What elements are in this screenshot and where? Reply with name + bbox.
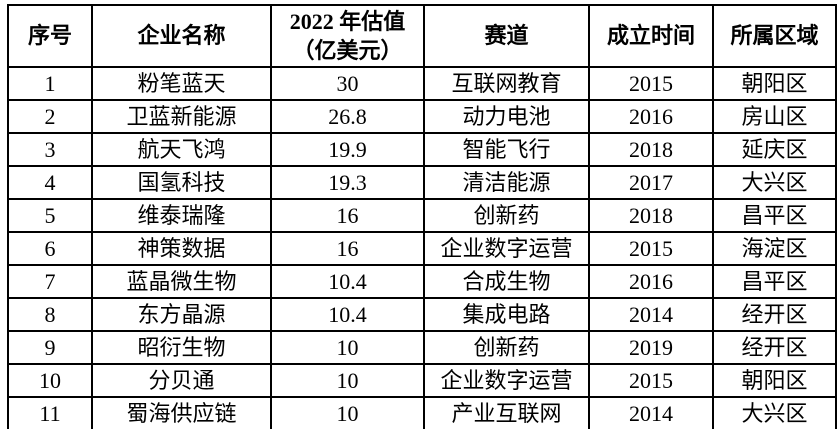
- table-row: 2 卫蓝新能源 26.8 动力电池 2016 房山区: [7, 99, 837, 134]
- cell-seq: 1: [7, 66, 93, 101]
- cell-district: 海淀区: [712, 231, 837, 266]
- cell-founded: 2015: [588, 231, 714, 266]
- cell-valuation: 10: [270, 330, 425, 365]
- cell-track: 智能飞行: [423, 132, 590, 167]
- cell-founded: 2014: [588, 396, 714, 429]
- cell-track: 合成生物: [423, 264, 590, 299]
- cell-name: 分贝通: [91, 363, 272, 398]
- cell-track: 创新药: [423, 330, 590, 365]
- cell-name: 维泰瑞隆: [91, 198, 272, 233]
- cell-valuation: 10.4: [270, 264, 425, 299]
- cell-valuation: 10.4: [270, 297, 425, 332]
- header-founded: 成立时间: [588, 4, 714, 68]
- cell-district: 昌平区: [712, 264, 837, 299]
- cell-track: 集成电路: [423, 297, 590, 332]
- cell-valuation: 10: [270, 396, 425, 429]
- table-row: 9 昭衍生物 10 创新药 2019 经开区: [7, 330, 837, 365]
- cell-founded: 2018: [588, 198, 714, 233]
- cell-valuation: 19.9: [270, 132, 425, 167]
- cell-seq: 5: [7, 198, 93, 233]
- table-row: 1 粉笔蓝天 30 互联网教育 2015 朝阳区: [7, 66, 837, 101]
- cell-seq: 8: [7, 297, 93, 332]
- cell-track: 产业互联网: [423, 396, 590, 429]
- cell-valuation: 10: [270, 363, 425, 398]
- header-track: 赛道: [423, 4, 590, 68]
- cell-district: 朝阳区: [712, 66, 837, 101]
- cell-founded: 2018: [588, 132, 714, 167]
- cell-district: 大兴区: [712, 396, 837, 429]
- cell-seq: 10: [7, 363, 93, 398]
- cell-seq: 9: [7, 330, 93, 365]
- cell-district: 经开区: [712, 330, 837, 365]
- cell-name: 卫蓝新能源: [91, 99, 272, 134]
- cell-name: 神策数据: [91, 231, 272, 266]
- cell-seq: 6: [7, 231, 93, 266]
- cell-district: 朝阳区: [712, 363, 837, 398]
- cell-track: 创新药: [423, 198, 590, 233]
- cell-founded: 2014: [588, 297, 714, 332]
- table-row: 8 东方晶源 10.4 集成电路 2014 经开区: [7, 297, 837, 332]
- table-row: 7 蓝晶微生物 10.4 合成生物 2016 昌平区: [7, 264, 837, 299]
- table-row: 10 分贝通 10 企业数字运营 2015 朝阳区: [7, 363, 837, 398]
- cell-district: 昌平区: [712, 198, 837, 233]
- cell-founded: 2015: [588, 66, 714, 101]
- cell-founded: 2019: [588, 330, 714, 365]
- cell-valuation: 19.3: [270, 165, 425, 200]
- cell-name: 昭衍生物: [91, 330, 272, 365]
- cell-track: 企业数字运营: [423, 363, 590, 398]
- header-seq: 序号: [7, 4, 93, 68]
- cell-name: 国氢科技: [91, 165, 272, 200]
- cell-valuation: 16: [270, 231, 425, 266]
- cell-name: 蜀海供应链: [91, 396, 272, 429]
- cell-seq: 11: [7, 396, 93, 429]
- cell-name: 蓝晶微生物: [91, 264, 272, 299]
- cell-track: 互联网教育: [423, 66, 590, 101]
- header-valuation: 2022 年估值 （亿美元）: [270, 4, 425, 68]
- cell-district: 延庆区: [712, 132, 837, 167]
- table-row: 6 神策数据 16 企业数字运营 2015 海淀区: [7, 231, 837, 266]
- cell-seq: 2: [7, 99, 93, 134]
- table-row: 3 航天飞鸿 19.9 智能飞行 2018 延庆区: [7, 132, 837, 167]
- cell-district: 大兴区: [712, 165, 837, 200]
- cell-district: 经开区: [712, 297, 837, 332]
- cell-seq: 3: [7, 132, 93, 167]
- cell-founded: 2015: [588, 363, 714, 398]
- cell-valuation: 30: [270, 66, 425, 101]
- header-row: 序号 企业名称 2022 年估值 （亿美元） 赛道 成立时间 所属区域: [7, 4, 837, 68]
- cell-seq: 4: [7, 165, 93, 200]
- cell-track: 企业数字运营: [423, 231, 590, 266]
- cell-seq: 7: [7, 264, 93, 299]
- table-row: 4 国氢科技 19.3 清洁能源 2017 大兴区: [7, 165, 837, 200]
- cell-name: 粉笔蓝天: [91, 66, 272, 101]
- header-district: 所属区域: [712, 4, 837, 68]
- table-row: 11 蜀海供应链 10 产业互联网 2014 大兴区: [7, 396, 837, 429]
- cell-district: 房山区: [712, 99, 837, 134]
- cell-valuation: 16: [270, 198, 425, 233]
- company-valuation-table: 序号 企业名称 2022 年估值 （亿美元） 赛道 成立时间 所属区域 1 粉笔…: [7, 4, 837, 429]
- cell-name: 东方晶源: [91, 297, 272, 332]
- cell-founded: 2017: [588, 165, 714, 200]
- cell-founded: 2016: [588, 99, 714, 134]
- cell-name: 航天飞鸿: [91, 132, 272, 167]
- cell-track: 动力电池: [423, 99, 590, 134]
- cell-founded: 2016: [588, 264, 714, 299]
- cell-valuation: 26.8: [270, 99, 425, 134]
- header-name: 企业名称: [91, 4, 272, 68]
- cell-track: 清洁能源: [423, 165, 590, 200]
- table-row: 5 维泰瑞隆 16 创新药 2018 昌平区: [7, 198, 837, 233]
